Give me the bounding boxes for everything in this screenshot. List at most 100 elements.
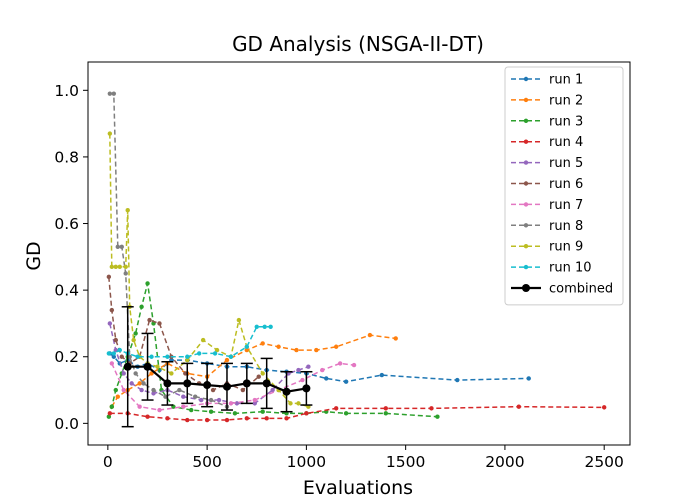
data-point [232, 411, 238, 416]
legend-label: run 10 [549, 261, 592, 276]
data-point [256, 374, 261, 379]
legend-swatch-marker [523, 97, 529, 103]
legend-swatch-marker [523, 118, 529, 124]
data-point [208, 409, 214, 414]
data-point [107, 91, 113, 96]
data-point [216, 397, 222, 403]
data-point [455, 377, 460, 383]
data-point [240, 387, 246, 393]
data-point [379, 372, 385, 378]
data-point [137, 381, 142, 386]
data-point [320, 367, 325, 373]
data-point [282, 387, 291, 396]
data-point [177, 387, 182, 393]
data-point [351, 362, 357, 368]
data-point [314, 347, 319, 353]
data-point [296, 401, 301, 406]
data-point [145, 414, 150, 419]
data-point [183, 379, 192, 388]
axes: 0 500 1000 1500 2000 2500 0.0 0.2 0.4 0.6 0.8 1.0 [54, 61, 631, 471]
data-point [198, 397, 204, 403]
y-axis-label: GD [23, 241, 45, 270]
data-point [113, 387, 118, 393]
data-point [306, 364, 311, 369]
legend-label: run 1 [549, 73, 583, 88]
legend-swatch-marker [523, 181, 529, 186]
data-point [119, 354, 124, 359]
data-point [119, 244, 124, 250]
data-point [111, 354, 117, 359]
data-point [143, 362, 152, 371]
data-point [185, 354, 190, 359]
data-point [109, 404, 115, 409]
legend-box [504, 66, 624, 306]
data-point [204, 417, 210, 423]
data-point [123, 264, 128, 270]
x-axis-label: Evaluations [303, 477, 413, 499]
data-point [115, 394, 120, 399]
data-point [264, 416, 269, 421]
y-tick-label: 1.0 [54, 82, 79, 100]
x-tick-label: 2000 [485, 453, 524, 471]
data-point [169, 371, 174, 376]
data-point [288, 401, 293, 406]
legend-label: run 2 [549, 93, 583, 108]
data-point [270, 387, 275, 393]
data-point [151, 391, 156, 396]
data-point [236, 317, 242, 323]
legend-swatch-marker [523, 202, 529, 207]
series-run-10 [106, 324, 273, 359]
data-point [383, 411, 389, 416]
legend-label: run 7 [549, 198, 583, 213]
data-point [189, 407, 194, 413]
data-point [127, 354, 132, 359]
data-point [106, 414, 112, 419]
legend-label: combined [549, 282, 613, 297]
series-run-8 [107, 91, 230, 409]
data-point [163, 394, 168, 399]
legend-label: run 4 [549, 135, 583, 150]
data-point [212, 351, 218, 356]
data-point [304, 411, 309, 416]
legend-label: run 5 [549, 156, 583, 171]
data-point [107, 411, 113, 416]
data-point [296, 367, 301, 373]
data-point [129, 381, 134, 386]
data-point [125, 208, 130, 213]
x-tick-label: 500 [192, 453, 222, 471]
legend-entry-run-1: run 1 [511, 73, 583, 88]
data-point [106, 274, 112, 280]
data-point [214, 347, 220, 353]
data-point [284, 416, 289, 421]
y-tick-label: 0.2 [54, 348, 79, 366]
data-point [228, 354, 234, 359]
data-point [145, 281, 150, 286]
data-point [268, 324, 273, 329]
legend-entry-run-6: run 6 [511, 177, 583, 192]
data-point [151, 387, 156, 393]
series-line-combined [127, 365, 307, 393]
data-point [111, 351, 117, 356]
data-point [244, 416, 250, 421]
data-point [203, 381, 212, 390]
data-point [107, 321, 113, 326]
data-point [260, 371, 265, 376]
data-point [121, 387, 126, 393]
data-point [210, 387, 216, 393]
data-point [165, 416, 170, 421]
legend-entry-run-9: run 9 [511, 240, 583, 255]
data-point [224, 357, 230, 363]
data-point [121, 371, 126, 376]
data-point [260, 341, 265, 346]
data-point [324, 376, 329, 381]
data-point [139, 387, 144, 393]
data-point [333, 406, 339, 411]
legend: run 1 run 2 run 3 run 4 run 5 run 6 run 7 run 8… [504, 66, 624, 306]
data-point [252, 397, 257, 403]
legend-swatch-marker [523, 139, 529, 144]
series-run-4 [107, 404, 607, 423]
legend-entry-run-10: run 10 [511, 261, 592, 276]
data-point [208, 397, 214, 403]
data-point [343, 379, 349, 384]
